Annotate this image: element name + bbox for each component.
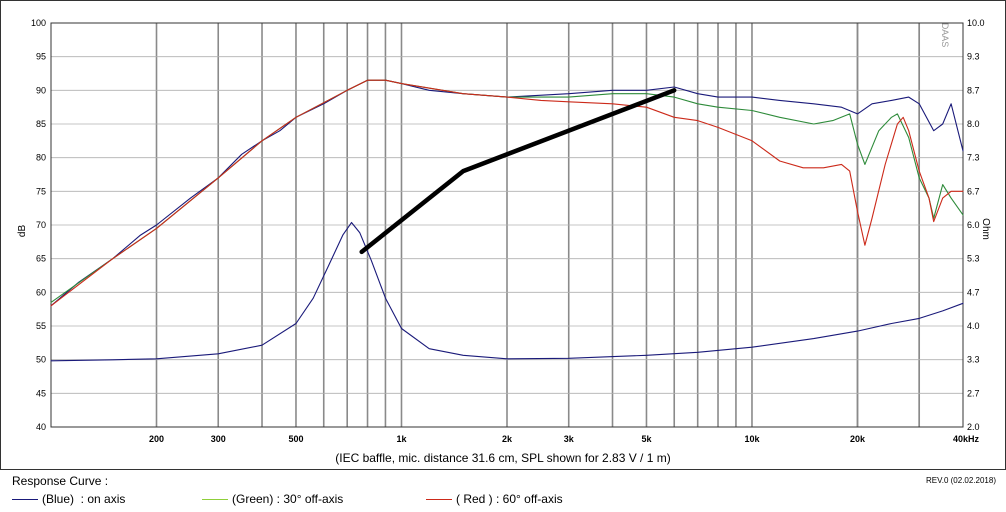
y-axis-label-right: Ohm — [980, 218, 991, 240]
y-tick-label-right: 9.3 — [967, 52, 980, 62]
plot-area-border — [50, 22, 964, 428]
y-tick-label-right: 8.0 — [967, 119, 980, 129]
y-tick-label-left: 75 — [36, 186, 46, 196]
x-tick-label: 40kHz — [953, 434, 980, 444]
series-line-overlay — [359, 88, 677, 255]
series-line-impedance — [50, 221, 964, 362]
legend-swatch-green — [202, 498, 228, 500]
x-tick-label: 20k — [850, 434, 866, 444]
legend-item-blue: (Blue) : on axis — [12, 492, 125, 506]
legend-item-green: (Green) : 30° off-axis — [202, 492, 343, 506]
y-tick-label-left: 55 — [36, 321, 46, 331]
y-tick-label-right: 10.0 — [967, 18, 985, 28]
y-tick-label-right: 2.7 — [967, 388, 980, 398]
y-tick-label-left: 85 — [36, 119, 46, 129]
y-axis-label-left: dB — [17, 225, 28, 238]
y-tick-label-left: 60 — [36, 287, 46, 297]
x-tick-label: 5k — [641, 434, 652, 444]
y-tick-label-right: 4.7 — [967, 287, 980, 297]
x-tick-label: 3k — [564, 434, 575, 444]
y-tick-label-left: 40 — [36, 422, 46, 432]
x-axis-label: (IEC baffle, mic. distance 31.6 cm, SPL … — [335, 451, 670, 465]
grid — [50, 22, 964, 428]
y-tick-label-left: 100 — [31, 18, 46, 28]
series-line--red-60-off-axis — [50, 79, 964, 307]
x-tick-label: 1k — [396, 434, 407, 444]
legend-swatch-blue — [12, 498, 38, 500]
y-tick-label-right: 5.3 — [967, 254, 980, 264]
y-tick-label-right: 6.7 — [967, 186, 980, 196]
x-tick-label: 2k — [502, 434, 513, 444]
series-group — [50, 79, 964, 362]
x-tick-label: 500 — [288, 434, 303, 444]
x-tick-label: 200 — [149, 434, 164, 444]
legend-label-red: ( Red ) : 60° off-axis — [456, 492, 563, 506]
y-tick-label-left: 95 — [36, 52, 46, 62]
legend-title: Response Curve : — [12, 474, 109, 488]
y-tick-label-left: 45 — [36, 388, 46, 398]
legend-label-green: (Green) : 30° off-axis — [232, 492, 344, 506]
y-tick-label-left: 70 — [36, 220, 46, 230]
y-tick-label-right: 8.7 — [967, 85, 980, 95]
revision-label: REV.0 (02.02.2018) — [926, 476, 996, 485]
y-tick-label-left: 50 — [36, 355, 46, 365]
y-tick-label-right: 6.0 — [967, 220, 980, 230]
y-tick-label-right: 4.0 — [967, 321, 980, 331]
y-tick-label-right: 3.3 — [967, 355, 980, 365]
x-tick-label: 300 — [211, 434, 226, 444]
legend: Response Curve : REV.0 (02.02.2018) (Blu… — [0, 470, 1006, 512]
daas-watermark: DAAS — [940, 23, 950, 48]
x-tick-label: 10k — [744, 434, 760, 444]
y-tick-label-left: 65 — [36, 254, 46, 264]
legend-item-red: ( Red ) : 60° off-axis — [426, 492, 563, 506]
y-tick-label-left: 90 — [36, 85, 46, 95]
plot-frame: 100 95 90 85 80 75 70 65 60 55 50 45 40 10.0 9.3 8.7 8.0… — [0, 0, 1006, 470]
frequency-response-chart: 100 95 90 85 80 75 70 65 60 55 50 45 40 10.0 9.3 8.7 8.0… — [17, 18, 991, 465]
y-tick-label-left: 80 — [36, 153, 46, 163]
legend-label-blue: (Blue) : on axis — [42, 492, 126, 506]
tick-labels: 100 95 90 85 80 75 70 65 60 55 50 45 40 10.0 9.3 8.7 8.0… — [31, 18, 985, 444]
y-tick-label-right: 7.3 — [967, 153, 980, 163]
y-tick-label-right: 2.0 — [967, 422, 980, 432]
legend-swatch-red — [426, 498, 452, 500]
